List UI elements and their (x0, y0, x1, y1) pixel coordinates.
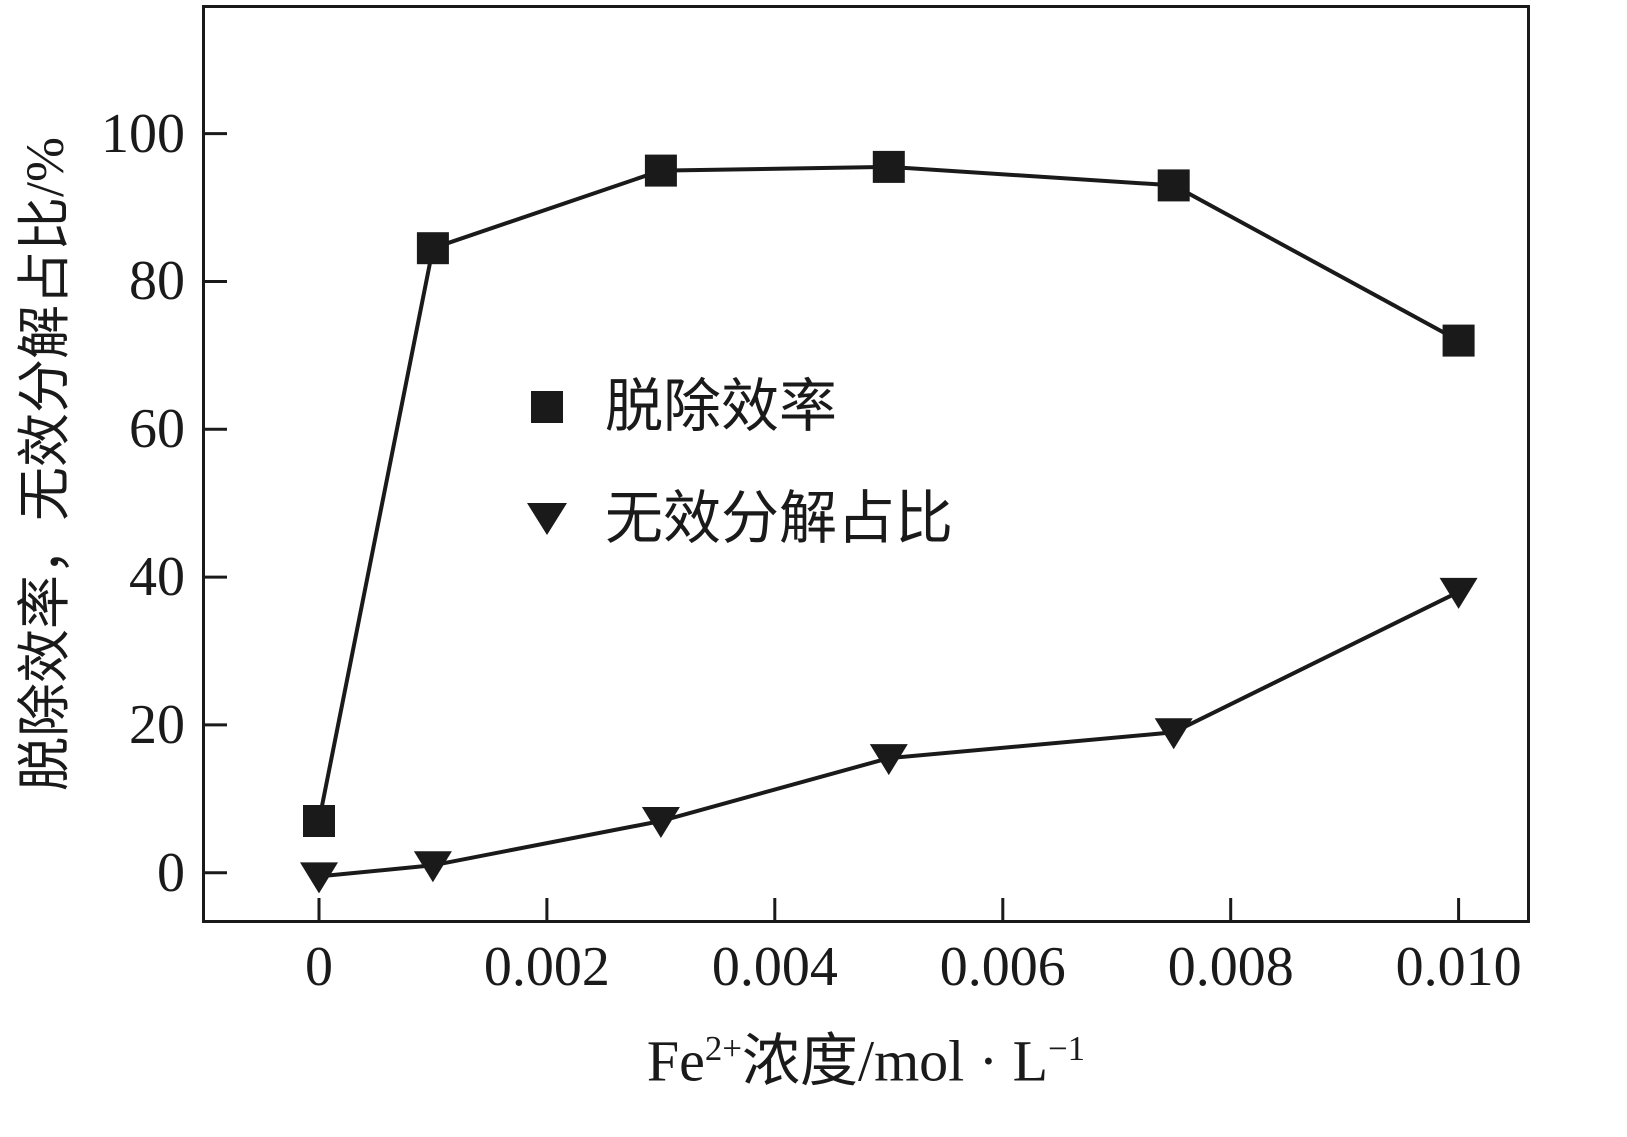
data-point-square (872, 150, 905, 183)
data-point-triangle (869, 744, 908, 776)
data-point-square (303, 805, 335, 837)
x-tick-label: 0 (304, 936, 333, 998)
series-line-1 (318, 590, 1460, 879)
data-point-triangle (1439, 577, 1478, 609)
x-axis-label-base2: 浓度/mol · L (741, 1028, 1049, 1094)
y-tick-label: 100 (101, 102, 185, 165)
x-axis-label: Fe2+浓度/mol · L−1 (202, 1016, 1530, 1094)
data-point-triangle (300, 862, 338, 894)
x-axis-label-sup2: −1 (1048, 1029, 1086, 1068)
x-tick-label: 0.002 (483, 936, 610, 998)
legend-label-removal-efficiency: 脱除效率 (605, 374, 838, 439)
x-axis-label-sup1: 2+ (704, 1029, 742, 1068)
y-tick-label: 0 (157, 841, 185, 904)
data-point-triangle (413, 851, 452, 883)
legend-item-removal-efficiency: 脱除效率 (525, 376, 953, 438)
legend-marker (525, 391, 569, 423)
x-axis-label-base1: Fe (646, 1028, 705, 1094)
data-point-triangle (1154, 718, 1193, 750)
x-tick-label: 0.006 (939, 936, 1066, 998)
x-tick-label: 0.010 (1395, 936, 1522, 998)
data-point-square (1442, 324, 1475, 357)
y-tick-label: 80 (129, 250, 185, 313)
chart-canvas (205, 132, 1478, 920)
x-tick-label: 0.004 (711, 936, 838, 998)
legend-label-ineffective-decomposition: 无效分解占比 (605, 486, 954, 551)
data-point-triangle (641, 807, 680, 838)
legend-item-ineffective-decomposition: 无效分解占比 (525, 488, 953, 550)
legend: 脱除效率 无效分解占比 (525, 376, 953, 550)
y-tick-label: 20 (129, 693, 185, 756)
y-tick-label: 40 (129, 546, 185, 609)
x-tick-label: 0.008 (1167, 936, 1294, 998)
data-point-square (644, 154, 677, 187)
triangle-down-marker-icon (527, 503, 567, 535)
square-marker-icon (531, 391, 563, 423)
series-line-0 (317, 164, 1460, 822)
data-point-square (416, 232, 449, 265)
data-point-square (1157, 169, 1190, 202)
plot-area: 脱除效率 无效分解占比 (202, 5, 1530, 923)
legend-marker (525, 503, 569, 535)
y-tick-label: 60 (129, 398, 185, 461)
